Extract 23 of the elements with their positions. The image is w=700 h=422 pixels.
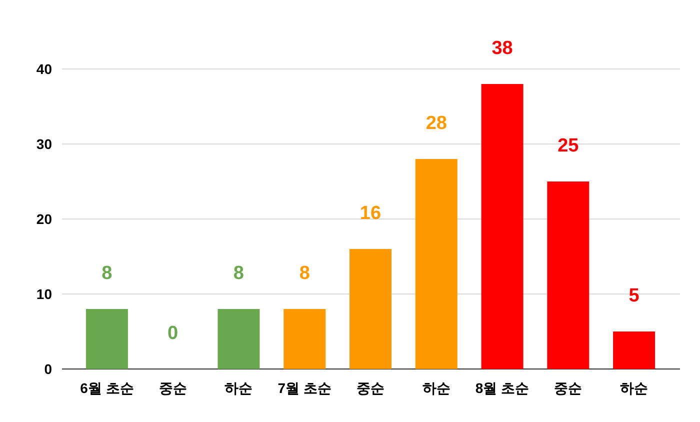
- data-label: 38: [492, 38, 513, 59]
- ytick: 10: [36, 286, 52, 302]
- xtick: 중순: [356, 380, 384, 396]
- data-label: 8: [233, 263, 244, 284]
- xtick: 중순: [158, 380, 187, 396]
- xtick: 하순: [224, 380, 253, 396]
- data-label: 28: [426, 113, 447, 134]
- data-label: 8: [102, 263, 112, 284]
- ytick: 30: [36, 136, 52, 152]
- data-label: 0: [168, 323, 178, 344]
- data-label: 16: [360, 203, 382, 224]
- data-label: 8: [299, 263, 310, 284]
- data-label: 5: [628, 286, 640, 306]
- xtick: 8월 초순: [475, 380, 530, 396]
- ytick: 40: [36, 61, 52, 77]
- xtick: 6월 초순: [80, 380, 134, 396]
- ytick: 0: [44, 361, 52, 377]
- data-label: 25: [558, 136, 579, 156]
- xtick: 하순: [422, 380, 450, 396]
- xtick: 중순: [554, 380, 582, 396]
- xtick: 7월 초순: [278, 380, 332, 396]
- xtick: 하순: [620, 380, 648, 396]
- ytick: 20: [36, 211, 52, 227]
